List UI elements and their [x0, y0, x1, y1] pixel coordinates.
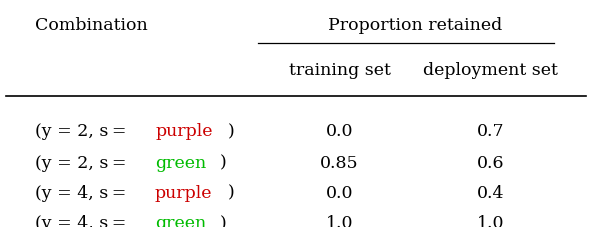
- Text: ): ): [227, 184, 234, 201]
- Text: ): ): [228, 123, 234, 140]
- Text: 1.0: 1.0: [326, 214, 353, 227]
- Text: 0.6: 0.6: [477, 154, 504, 171]
- Text: 0.0: 0.0: [326, 123, 353, 140]
- Text: Combination: Combination: [35, 17, 147, 34]
- Text: green: green: [155, 214, 206, 227]
- Text: purple: purple: [155, 184, 213, 201]
- Text: 0.7: 0.7: [477, 123, 504, 140]
- Text: 1.0: 1.0: [477, 214, 504, 227]
- Text: (y = 4, s =: (y = 4, s =: [35, 184, 130, 201]
- Text: ): ): [220, 154, 227, 171]
- Text: deployment set: deployment set: [423, 62, 558, 79]
- Text: (y = 2, s =: (y = 2, s =: [35, 154, 130, 171]
- Text: 0.4: 0.4: [477, 184, 504, 201]
- Text: (y = 4, s =: (y = 4, s =: [35, 214, 130, 227]
- Text: purple: purple: [155, 123, 213, 140]
- Text: 0.0: 0.0: [326, 184, 353, 201]
- Text: Proportion retained: Proportion retained: [328, 17, 502, 34]
- Text: training set: training set: [288, 62, 391, 79]
- Text: ): ): [220, 214, 227, 227]
- Text: 0.85: 0.85: [320, 154, 359, 171]
- Text: (y = 2, s =: (y = 2, s =: [35, 123, 130, 140]
- Text: green: green: [155, 154, 206, 171]
